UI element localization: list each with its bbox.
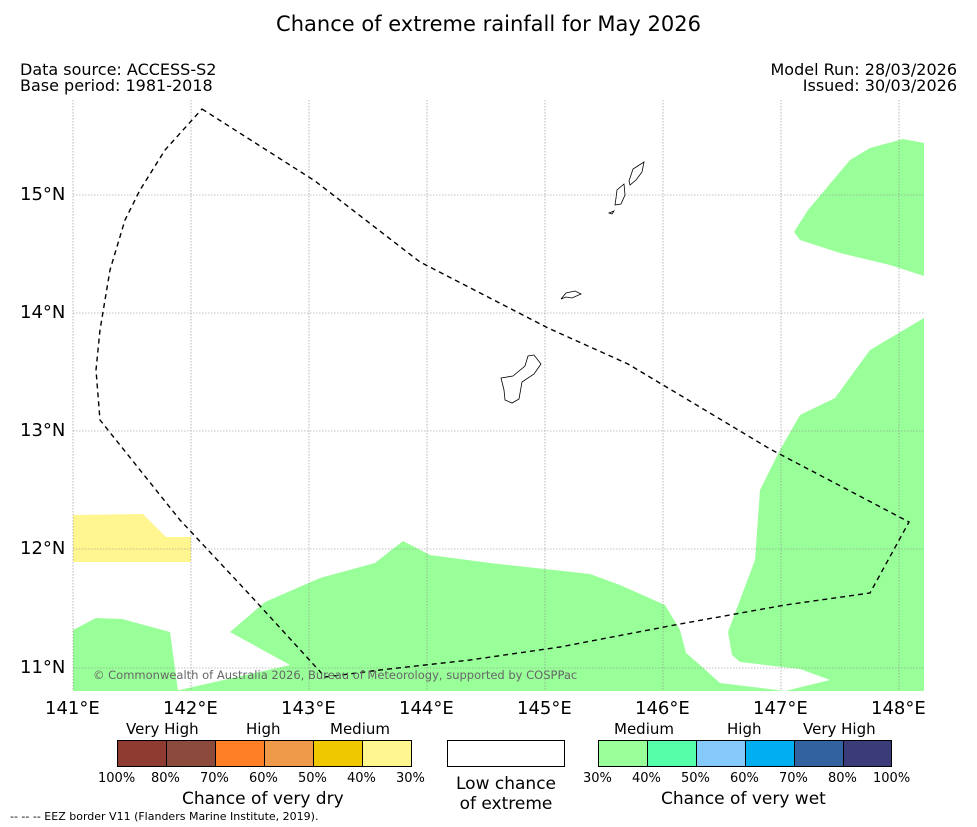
lon-label: 141°E	[45, 698, 100, 719]
wet-swatch-70-80	[794, 740, 844, 767]
dry-swatch-70-60	[215, 740, 265, 767]
legend-dry-medium: Medium	[330, 720, 390, 738]
lon-label: 148°E	[871, 698, 926, 719]
wet-swatch-60-70	[745, 740, 795, 767]
dry-tick: 80%	[151, 771, 180, 786]
lon-label: 144°E	[399, 698, 454, 719]
dry-tick: 100%	[98, 771, 136, 786]
saipan-island	[628, 161, 645, 186]
legend-dry-very-high: Very High	[126, 720, 199, 738]
low-chance-swatch	[447, 740, 565, 767]
medium-wet-area-south	[175, 318, 924, 691]
eez-footnote: -- -- -- EEZ border V11 (Flanders Marine…	[10, 810, 319, 823]
dry-tick: 70%	[200, 771, 229, 786]
legend-wet-medium: Medium	[614, 720, 674, 738]
lon-label: 146°E	[635, 698, 690, 719]
data-source-label: Data source: ACCESS-S2	[20, 60, 217, 79]
dry-swatch-50-40	[313, 740, 363, 767]
graticule	[72, 100, 924, 691]
lat-label: 12°N	[20, 538, 66, 559]
rota-island	[560, 290, 582, 300]
wet-tick: 60%	[730, 771, 759, 786]
lat-label: 11°N	[20, 657, 66, 678]
lat-label: 14°N	[20, 302, 66, 323]
wet-tick: 70%	[779, 771, 808, 786]
medium-wet-area-southwest	[73, 618, 178, 691]
map-title: Chance of extreme rainfall for May 2026	[276, 12, 701, 36]
legend-low-caption-line1: Low chance	[456, 774, 556, 794]
legend-wet-very-high: Very High	[803, 720, 876, 738]
wet-tick: 40%	[632, 771, 661, 786]
lon-label: 145°E	[517, 698, 572, 719]
tinian-island	[614, 183, 626, 206]
lat-label: 15°N	[20, 184, 66, 205]
wet-swatch-80-100	[843, 740, 892, 767]
dry-tick: 30%	[396, 771, 425, 786]
legend-wet-high: High	[727, 720, 762, 738]
medium-wet-area-northeast	[794, 139, 924, 276]
medium-dry-area	[73, 514, 191, 562]
issued-label: Issued: 30/03/2026	[802, 76, 957, 95]
dry-tick: 50%	[298, 771, 327, 786]
wet-tick: 30%	[583, 771, 612, 786]
lat-label: 13°N	[20, 420, 66, 441]
model-run-label: Model Run: 28/03/2026	[770, 60, 958, 79]
lon-label: 147°E	[753, 698, 808, 719]
wet-tick: 80%	[828, 771, 857, 786]
lon-label: 142°E	[163, 698, 218, 719]
islands	[500, 161, 645, 404]
wet-tick: 50%	[681, 771, 710, 786]
legend-wet-caption: Chance of very wet	[661, 789, 826, 809]
wet-swatch-40-50	[647, 740, 697, 767]
dry-swatch-60-50	[264, 740, 314, 767]
legend-low-caption-line2: of extreme	[459, 794, 553, 814]
dry-swatch-40-30	[362, 740, 412, 767]
guam-island	[500, 354, 542, 404]
wet-tick: 100%	[873, 771, 911, 786]
wet-swatch-50-60	[696, 740, 746, 767]
dry-tick: 40%	[347, 771, 376, 786]
dry-swatch-80-70	[166, 740, 216, 767]
legend-dry-high: High	[246, 720, 281, 738]
eez-border	[95, 108, 910, 678]
wet-swatch-30-40	[598, 740, 648, 767]
aguijan-island	[607, 210, 616, 215]
copyright-text: © Commonwealth of Australia 2026, Bureau…	[93, 668, 577, 682]
base-period-label: Base period: 1981-2018	[20, 76, 213, 95]
legend-dry-caption: Chance of very dry	[182, 789, 344, 809]
dry-tick: 60%	[249, 771, 278, 786]
dry-swatch-100-80	[117, 740, 167, 767]
lon-label: 143°E	[281, 698, 336, 719]
